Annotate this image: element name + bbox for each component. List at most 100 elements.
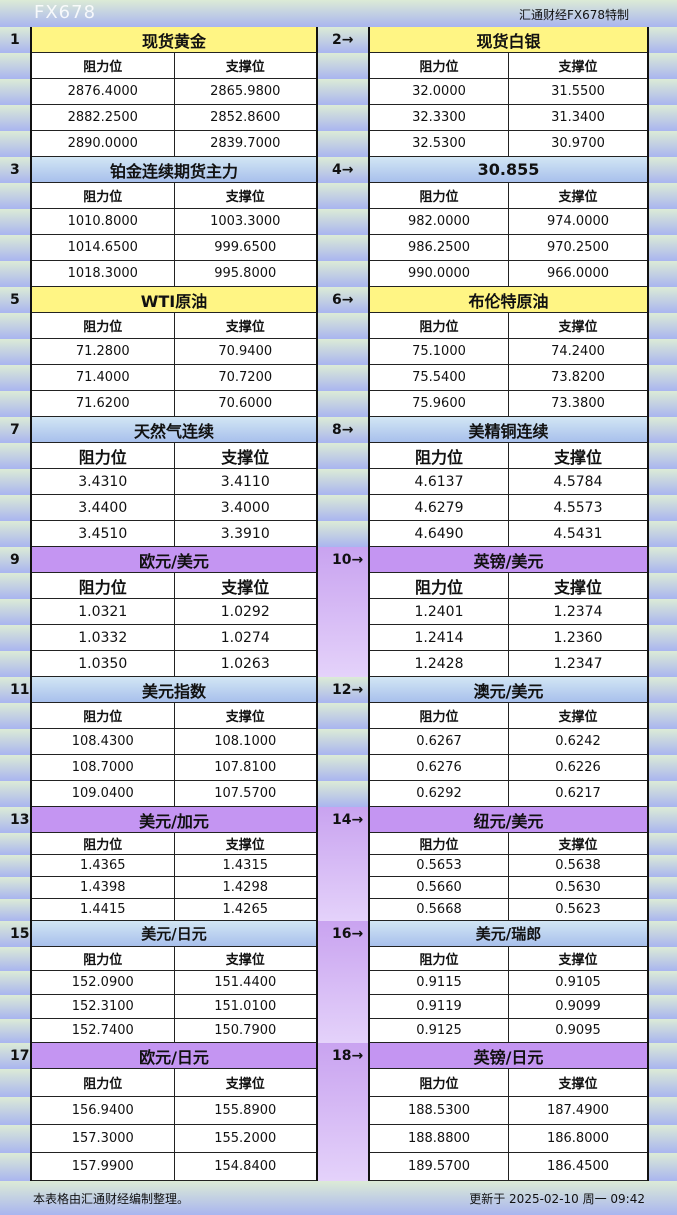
support-value: 4.5784	[553, 473, 603, 490]
instrument-table: 欧元/日元 阻力位 支撑位 156.9400 155.8900 157.3000 155.2…	[30, 1043, 318, 1181]
column-header-row: 阻力位 支撑位	[370, 833, 647, 855]
block-number: 2→	[332, 32, 354, 48]
table-row: 32.5300 30.9700	[370, 131, 647, 157]
support-value: 187.4900	[546, 1103, 610, 1118]
resistance-value: 4.6279	[370, 495, 509, 520]
resistance-value: 71.4000	[32, 365, 175, 390]
resistance-value: 157.9900	[32, 1153, 175, 1180]
table-row: 1010.8000 1003.3000	[32, 209, 316, 235]
table-row: 1.2428 1.2347	[370, 651, 647, 677]
resistance-value: 0.9125	[370, 1019, 509, 1042]
column-header-row: 阻力位 支撑位	[370, 53, 647, 79]
resistance-value: 1.0321	[32, 599, 175, 624]
table-row: 1.4398 1.4298	[32, 877, 316, 899]
table-row: 1014.6500 999.6500	[32, 235, 316, 261]
support-header: 支撑位	[558, 60, 598, 75]
block-number: 18→	[332, 1048, 364, 1064]
instrument-table: 美元/加元 阻力位 支撑位 1.4365 1.4315 1.4398 1.4298 1.441…	[30, 807, 318, 921]
table-row: 157.9900 154.8400	[32, 1153, 316, 1181]
column-header-row: 阻力位 支撑位	[370, 1069, 647, 1097]
instrument-table: 纽元/美元 阻力位 支撑位 0.5653 0.5638 0.5660 0.5630 0.566…	[368, 807, 649, 921]
column-header-row: 阻力位 支撑位	[370, 573, 647, 599]
resistance-header: 阻力位	[32, 573, 175, 598]
table-row: 986.2500 970.2500	[370, 235, 647, 261]
table-row: 71.2800 70.9400	[32, 339, 316, 365]
support-header: 支撑位	[225, 953, 265, 968]
resistance-value: 189.5700	[370, 1153, 509, 1180]
resistance-value: 1.4398	[32, 877, 175, 898]
instrument-title: 天然气连续	[32, 417, 316, 443]
table-row: 982.0000 974.0000	[370, 209, 647, 235]
instrument-title: 澳元/美元	[370, 677, 647, 703]
column-header-row: 阻力位 支撑位	[370, 703, 647, 729]
instrument-table: 铂金连续期货主力 阻力位 支撑位 1010.8000 1003.3000 1014.650…	[30, 157, 318, 287]
table-row: 0.9115 0.9105	[370, 971, 647, 995]
table-row: 1.4415 1.4265	[32, 899, 316, 921]
table-row: 75.5400 73.8200	[370, 365, 647, 391]
instrument-table: 美精铜连续 阻力位 支撑位 4.6137 4.5784 4.6279 4.5573 4.649…	[368, 417, 649, 547]
resistance-value: 1.4365	[32, 855, 175, 876]
table-row: 0.6292 0.6217	[370, 781, 647, 807]
table-row: 157.3000 155.2000	[32, 1125, 316, 1153]
support-header: 支撑位	[225, 838, 265, 853]
table-row: 1.2401 1.2374	[370, 599, 647, 625]
support-header: 支撑位	[553, 447, 602, 467]
table-row: 2876.4000 2865.9800	[32, 79, 316, 105]
support-value: 0.5623	[555, 902, 601, 917]
support-value: 31.3400	[551, 110, 605, 125]
table-row: 108.7000 107.8100	[32, 755, 316, 781]
resistance-header: 阻力位	[32, 703, 175, 728]
table-row: 188.5300 187.4900	[370, 1097, 647, 1125]
resistance-header: 阻力位	[32, 833, 175, 854]
instrument-title: 现货黄金	[32, 27, 316, 53]
support-value: 0.9099	[555, 999, 601, 1014]
block-number: 12→	[332, 682, 364, 698]
support-value: 74.2400	[551, 344, 605, 359]
resistance-value: 188.5300	[370, 1097, 509, 1124]
table-row: 3.4400 3.4000	[32, 495, 316, 521]
resistance-value: 2882.2500	[32, 105, 175, 130]
instrument-table: 美元/日元 阻力位 支撑位 152.0900 151.4400 152.3100 151.0…	[30, 921, 318, 1043]
resistance-value: 4.6137	[370, 469, 509, 494]
resistance-value: 3.4310	[32, 469, 175, 494]
column-header-row: 阻力位 支撑位	[370, 183, 647, 209]
table-row: 0.6276 0.6226	[370, 755, 647, 781]
table-row: 32.0000 31.5500	[370, 79, 647, 105]
resistance-value: 990.0000	[370, 261, 509, 286]
instrument-title: 现货白银	[370, 27, 647, 53]
table-row: 3.4310 3.4110	[32, 469, 316, 495]
table-row: 0.9119 0.9099	[370, 995, 647, 1019]
table-row: 0.6267 0.6242	[370, 729, 647, 755]
block-number: 8→	[332, 422, 354, 438]
support-header: 支撑位	[221, 577, 270, 597]
support-value: 151.4400	[214, 975, 277, 990]
block-number: 9	[10, 552, 20, 568]
table-row: 1.4365 1.4315	[32, 855, 316, 877]
block-number: 17	[10, 1048, 30, 1064]
support-value: 4.5431	[553, 525, 603, 542]
block-number: 15	[10, 926, 30, 942]
support-value: 0.9095	[555, 1023, 601, 1038]
instrument-title: 欧元/美元	[32, 547, 316, 573]
support-value: 0.6217	[555, 786, 601, 801]
resistance-value: 75.1000	[370, 339, 509, 364]
column-header-row: 阻力位 支撑位	[370, 313, 647, 339]
instrument-table: 天然气连续 阻力位 支撑位 3.4310 3.4110 3.4400 3.4000 3.451…	[30, 417, 318, 547]
support-value: 1.4265	[222, 902, 269, 917]
support-value: 4.5573	[553, 499, 603, 516]
middle-gutter	[317, 1043, 368, 1181]
support-value: 3.3910	[220, 525, 270, 542]
support-value: 995.8000	[214, 266, 277, 281]
table-row: 4.6279 4.5573	[370, 495, 647, 521]
update-time: 更新于 2025-02-10 周一 09:42	[469, 1192, 645, 1206]
support-header: 支撑位	[221, 447, 270, 467]
table-row: 75.9600 73.3800	[370, 391, 647, 417]
support-value: 70.9400	[218, 344, 273, 359]
resistance-value: 108.7000	[32, 755, 175, 780]
support-value: 150.7900	[214, 1023, 277, 1038]
table-row: 188.8800 186.8000	[370, 1125, 647, 1153]
instrument-table: 布伦特原油 阻力位 支撑位 75.1000 74.2400 75.5400 73.8200 7…	[368, 287, 649, 417]
table-row: 152.7400 150.7900	[32, 1019, 316, 1043]
support-value: 30.9700	[551, 136, 605, 151]
support-value: 2865.9800	[210, 84, 281, 99]
